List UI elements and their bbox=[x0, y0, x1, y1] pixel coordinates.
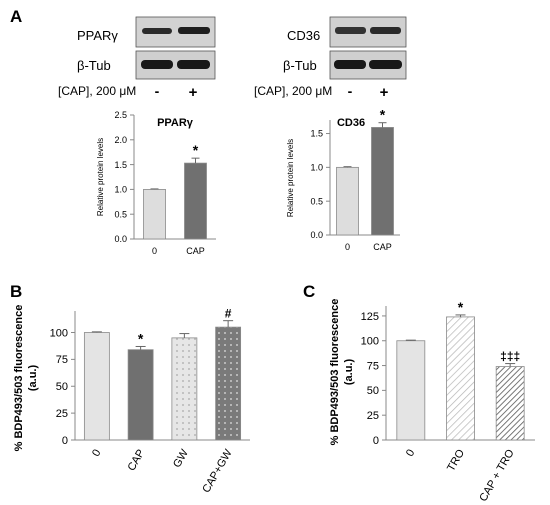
panel-label-b: B bbox=[10, 282, 22, 301]
blot-band bbox=[335, 27, 366, 34]
y-tick-label: 100 bbox=[50, 327, 68, 339]
chart-panel-c: 0 25 50 75 100 125 % BDP493/503 fluorescence (a… bbox=[329, 299, 535, 504]
y-tick-label: 1.5 bbox=[114, 160, 127, 170]
chart-title: PPARγ bbox=[157, 117, 194, 129]
y-axis-label: % BDP493/503 fluorescence (a.u.) bbox=[329, 299, 355, 446]
treatment-label-left: [CAP], 200 μM bbox=[58, 84, 136, 98]
blot-right-loading-label: β-Tub bbox=[283, 58, 317, 73]
bar bbox=[143, 188, 166, 240]
panel-label-a: A bbox=[10, 7, 22, 26]
y-axis-label: % BDP493/503 fluorescence (a.u.) bbox=[13, 305, 39, 452]
chart-title: CD36 bbox=[337, 117, 365, 129]
blot-band bbox=[178, 27, 210, 34]
y-tick-label: 0.5 bbox=[310, 196, 323, 206]
y-tick-label: 75 bbox=[56, 354, 68, 366]
y-tick-label: 25 bbox=[56, 408, 68, 420]
x-tick-label: TRO bbox=[445, 447, 467, 473]
significance-label: # bbox=[225, 307, 232, 321]
significance-label: * bbox=[458, 299, 464, 315]
y-tick-label: 125 bbox=[361, 311, 379, 323]
y-tick-label: 50 bbox=[56, 381, 68, 393]
x-tick-label: 0 bbox=[404, 448, 417, 459]
y-axis-label: Relative protein levels bbox=[286, 139, 295, 217]
x-tick-label: GW bbox=[171, 447, 191, 470]
y-tick-label: 0.0 bbox=[114, 234, 127, 244]
lane-mark-minus-right: - bbox=[348, 83, 353, 99]
y-tick-label: 1.5 bbox=[310, 129, 323, 139]
blot-band bbox=[141, 60, 173, 69]
blot-band bbox=[334, 60, 366, 69]
bar bbox=[371, 127, 394, 236]
bar bbox=[215, 326, 242, 441]
lane-mark-plus-left: + bbox=[189, 84, 198, 101]
x-tick-label: CAP bbox=[126, 448, 148, 474]
y-tick-label: 0.5 bbox=[114, 209, 127, 219]
x-tick-label: 0 bbox=[152, 246, 157, 256]
lane-mark-minus-left: - bbox=[155, 83, 160, 99]
y-tick-label: 50 bbox=[367, 385, 379, 397]
x-tick-label: 0 bbox=[345, 242, 350, 252]
bar bbox=[336, 166, 359, 236]
y-tick-label: 2.0 bbox=[114, 135, 127, 145]
bar bbox=[83, 332, 110, 441]
y-tick-label: 0 bbox=[373, 435, 379, 447]
significance-label: * bbox=[193, 142, 199, 158]
chart-ppar-gamma: 0.0 0.5 1.0 1.5 2.0 2.5 Relative protein level… bbox=[96, 110, 216, 256]
panel-label-c: C bbox=[303, 282, 315, 301]
bar bbox=[495, 366, 525, 441]
bar bbox=[171, 337, 198, 441]
y-axis-label: Relative protein levels bbox=[96, 138, 105, 216]
bar bbox=[396, 340, 426, 441]
x-tick-label: CAP bbox=[186, 246, 205, 256]
y-tick-label: 0 bbox=[62, 435, 68, 447]
x-tick-label: CAP + TRO bbox=[477, 447, 517, 504]
western-blot-left: PPARγ β-Tub [CAP], 200 μM - + bbox=[58, 16, 216, 101]
bar bbox=[184, 162, 207, 240]
y-tick-label: 0.0 bbox=[310, 230, 323, 240]
blot-band bbox=[177, 60, 210, 69]
blot-band bbox=[369, 60, 402, 69]
y-tick-label: 2.5 bbox=[114, 110, 127, 120]
chart-panel-b: 0 25 50 75 100 % BDP493/503 fluorescence (a.u.… bbox=[13, 305, 250, 495]
bar bbox=[446, 316, 475, 441]
blot-band bbox=[142, 28, 172, 34]
blot-left-protein-label: PPARγ bbox=[77, 28, 118, 43]
bar bbox=[127, 349, 154, 441]
blot-left-loading-label: β-Tub bbox=[77, 58, 111, 73]
x-tick-label: 0 bbox=[90, 448, 103, 459]
blot-band bbox=[370, 27, 401, 34]
western-blot-right: CD36 β-Tub [CAP], 200 μM - + bbox=[254, 16, 407, 101]
blot-right-protein-label: CD36 bbox=[287, 28, 320, 43]
y-tick-label: 1.0 bbox=[114, 185, 127, 195]
y-tick-label: 75 bbox=[367, 360, 379, 372]
chart-cd36: 0.0 0.5 1.0 1.5 Relative protein levels CD36 0… bbox=[286, 107, 400, 252]
y-tick-label: 100 bbox=[361, 336, 379, 348]
y-tick-label: 1.0 bbox=[310, 163, 323, 173]
significance-label: ‡‡‡ bbox=[500, 350, 520, 364]
treatment-label-right: [CAP], 200 μM bbox=[254, 84, 332, 98]
x-tick-label: CAP bbox=[373, 242, 392, 252]
lane-mark-plus-right: + bbox=[380, 84, 389, 101]
significance-label: * bbox=[380, 107, 386, 123]
y-tick-label: 25 bbox=[367, 410, 379, 422]
significance-label: * bbox=[138, 330, 144, 346]
x-tick-label: CAP+GW bbox=[200, 447, 235, 495]
